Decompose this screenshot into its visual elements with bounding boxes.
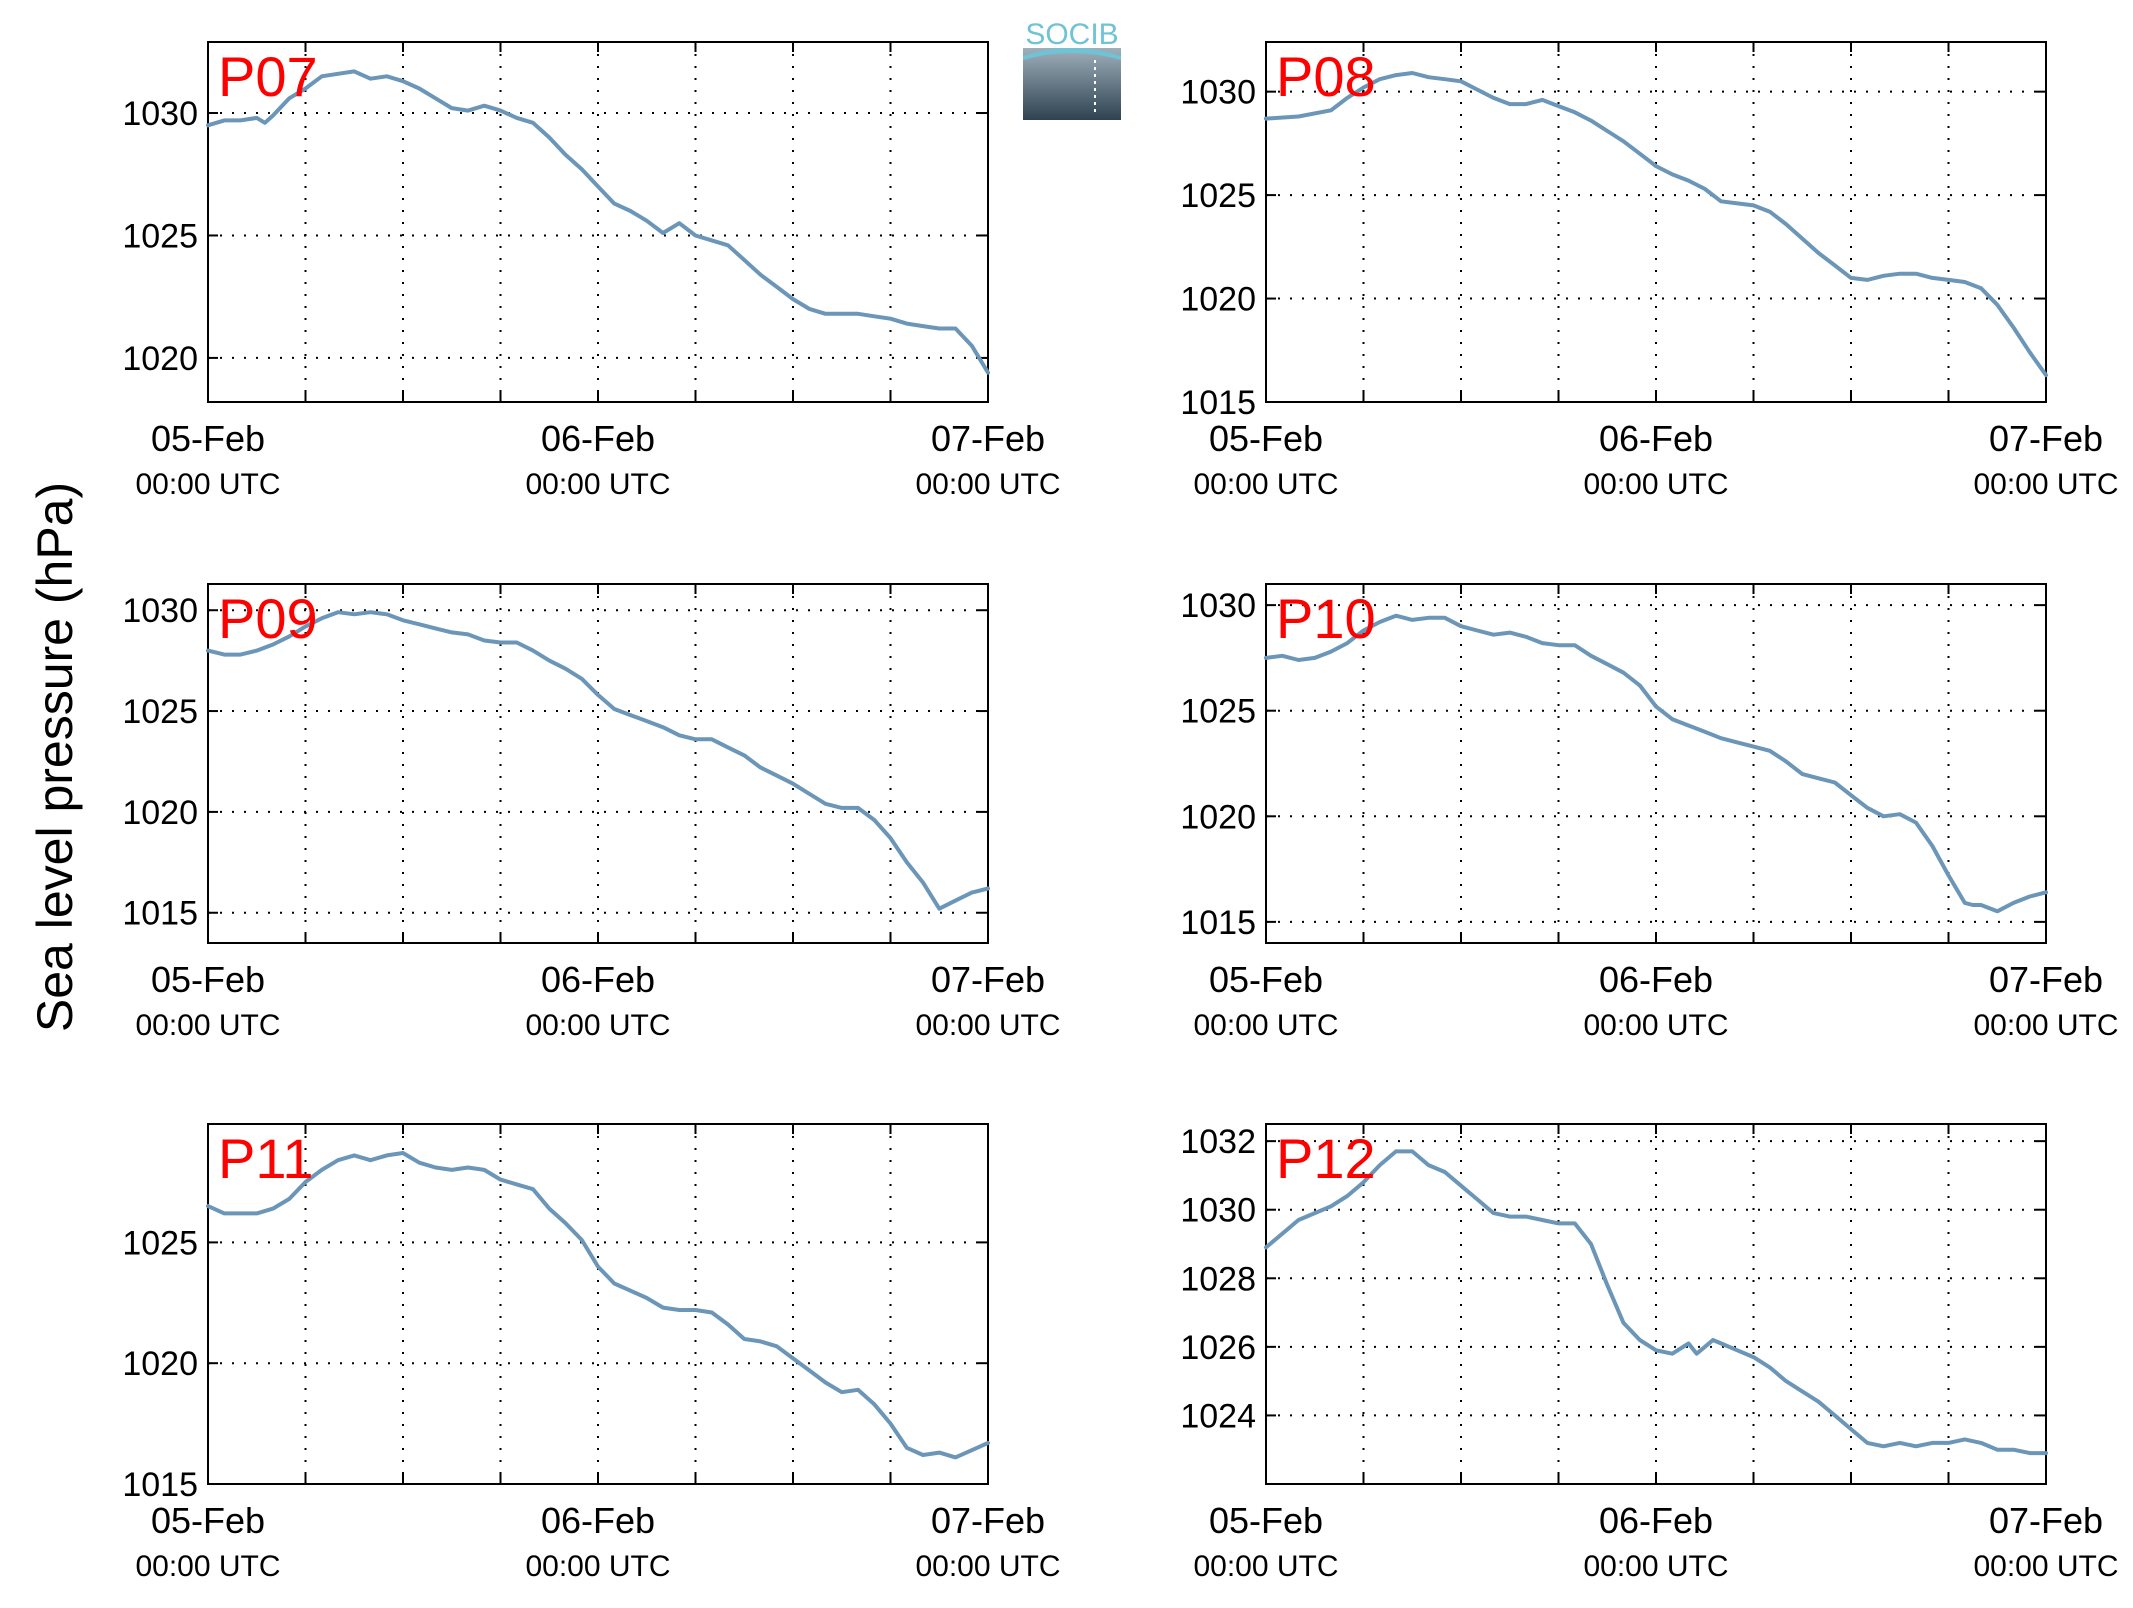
y-tick-label: 1030 — [122, 95, 198, 133]
y-tick-label: 1020 — [122, 794, 198, 832]
x-tick-label-time: 00:00 UTC — [135, 1009, 280, 1042]
y-tick-label: 1025 — [122, 693, 198, 731]
x-tick-label-date: 07-Feb — [1989, 1500, 2103, 1541]
x-tick-label-time: 00:00 UTC — [915, 1009, 1060, 1042]
x-tick-label-date: 05-Feb — [151, 1500, 265, 1541]
y-tick-label: 1015 — [122, 1466, 198, 1504]
y-tick-label: 1025 — [122, 1224, 198, 1262]
x-tick-label-date: 07-Feb — [1989, 959, 2103, 1000]
x-tick-label-date: 05-Feb — [1209, 959, 1323, 1000]
x-tick-label-time: 00:00 UTC — [525, 468, 670, 501]
x-tick-label-date: 05-Feb — [151, 959, 265, 1000]
x-tick-label-time: 00:00 UTC — [1193, 468, 1338, 501]
y-axis-label: Sea level pressure (hPa) — [27, 482, 83, 1032]
y-tick-label: 1025 — [122, 217, 198, 255]
pressure-series-line — [1264, 613, 2048, 914]
x-tick-label-date: 06-Feb — [1599, 959, 1713, 1000]
x-tick-label-time: 00:00 UTC — [1193, 1009, 1338, 1042]
y-tick-label: 1030 — [1180, 1192, 1256, 1230]
x-tick-label-time: 00:00 UTC — [1973, 468, 2118, 501]
x-tick-label-time: 00:00 UTC — [135, 468, 280, 501]
pressure-series-line — [206, 69, 990, 375]
y-tick-label: 1030 — [1180, 74, 1256, 112]
x-tick-label-time: 00:00 UTC — [525, 1550, 670, 1583]
plot-frame — [1265, 583, 2047, 944]
x-tick-label-time: 00:00 UTC — [1583, 1009, 1728, 1042]
chart-panel-p07: 1020 1025 1030 05-Feb 00:00 UTC 06-Feb 00:00 U… — [122, 41, 1061, 501]
x-tick-label-time: 00:00 UTC — [1583, 1550, 1728, 1583]
pressure-series-line — [1264, 71, 2048, 378]
x-tick-label-time: 00:00 UTC — [1193, 1550, 1338, 1583]
x-tick-label-time: 00:00 UTC — [915, 1550, 1060, 1583]
plot-frame — [207, 583, 989, 944]
y-tick-label: 1026 — [1180, 1329, 1256, 1367]
y-tick-label: 1025 — [1180, 693, 1256, 731]
x-tick-label-date: 06-Feb — [1599, 1500, 1713, 1541]
y-tick-label: 1020 — [122, 1345, 198, 1383]
x-tick-label-time: 00:00 UTC — [1583, 468, 1728, 501]
y-tick-label: 1032 — [1180, 1123, 1256, 1161]
y-tick-label: 1030 — [1180, 587, 1256, 625]
x-tick-label-date: 05-Feb — [151, 418, 265, 459]
x-tick-label-date: 06-Feb — [541, 959, 655, 1000]
x-tick-label-time: 00:00 UTC — [1973, 1550, 2118, 1583]
socib-logo-text: SOCIB — [1025, 18, 1118, 51]
y-tick-label: 1020 — [1180, 281, 1256, 319]
x-tick-label-date: 07-Feb — [931, 418, 1045, 459]
y-tick-label: 1028 — [1180, 1260, 1256, 1298]
x-tick-label-time: 00:00 UTC — [1973, 1009, 2118, 1042]
x-tick-label-time: 00:00 UTC — [525, 1009, 670, 1042]
panel-label: P11 — [218, 1127, 313, 1190]
pressure-series-line — [206, 610, 990, 911]
y-tick-label: 1030 — [122, 592, 198, 630]
panel-label: P08 — [1276, 45, 1376, 108]
y-tick-label: 1025 — [1180, 177, 1256, 215]
y-tick-label: 1015 — [1180, 904, 1256, 942]
x-tick-label-date: 06-Feb — [541, 1500, 655, 1541]
x-tick-label-date: 07-Feb — [1989, 418, 2103, 459]
y-tick-label: 1020 — [1180, 798, 1256, 836]
y-tick-label: 1015 — [1180, 384, 1256, 422]
x-tick-label-date: 07-Feb — [931, 1500, 1045, 1541]
socib-logo: SOCIB — [1023, 18, 1121, 120]
chart-panel-p11: 1015 1020 1025 05-Feb 00:00 UTC 06-Feb 00:00 U… — [122, 1123, 1061, 1583]
y-tick-label: 1015 — [122, 895, 198, 933]
panel-label: P09 — [218, 587, 318, 650]
pressure-series-line — [206, 1151, 990, 1460]
panel-label: P10 — [1276, 587, 1376, 650]
y-tick-label: 1020 — [122, 340, 198, 378]
x-tick-label-date: 07-Feb — [931, 959, 1045, 1000]
x-tick-label-time: 00:00 UTC — [135, 1550, 280, 1583]
chart-panel-p08: 1015 1020 1025 1030 05-Feb 00:00 UTC 06-Feb 00:… — [1180, 41, 2119, 501]
panel-label: P12 — [1276, 1127, 1376, 1190]
x-tick-label-date: 06-Feb — [1599, 418, 1713, 459]
chart-panels: 1020 1025 1030 05-Feb 00:00 UTC 06-Feb 00:00 U… — [122, 41, 2119, 1583]
pressure-series-line — [1264, 1149, 2048, 1456]
x-tick-label-date: 05-Feb — [1209, 1500, 1323, 1541]
y-tick-label: 1024 — [1180, 1397, 1256, 1435]
chart-panel-p09: 1015 1020 1025 1030 05-Feb 00:00 UTC 06-Feb 00:… — [122, 583, 1061, 1042]
panel-label: P07 — [218, 45, 318, 108]
chart-panel-p12: 1024 1026 1028 1030 1032 05-Feb 00:00 UTC 06-Fe… — [1180, 1123, 2119, 1583]
chart-panel-p10: 1015 1020 1025 1030 05-Feb 00:00 UTC 06-Feb 00:… — [1180, 583, 2119, 1042]
x-tick-label-date: 06-Feb — [541, 418, 655, 459]
x-tick-label-date: 05-Feb — [1209, 418, 1323, 459]
x-tick-label-time: 00:00 UTC — [915, 468, 1060, 501]
